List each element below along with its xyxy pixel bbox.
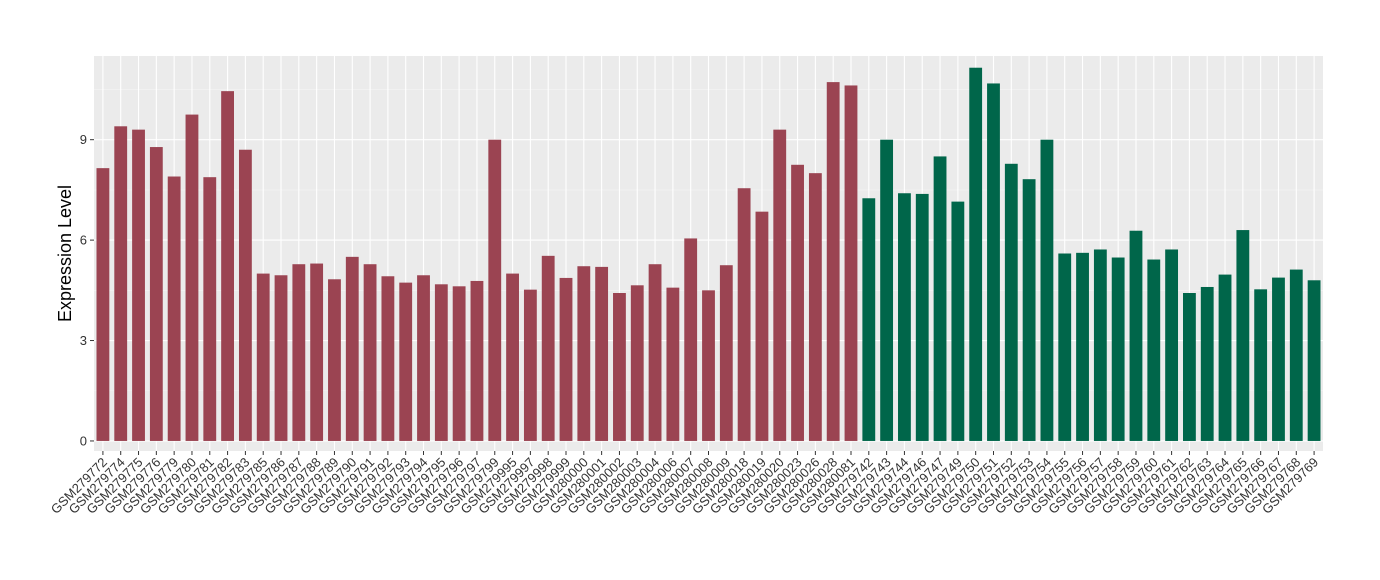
bar-GSM279753: [1022, 179, 1036, 441]
bar-GSM279756: [1076, 252, 1089, 441]
bar-GSM280001: [595, 266, 609, 441]
y-tick-label: 0: [80, 433, 87, 448]
bar-GSM279758: [1111, 257, 1125, 441]
bar-GSM279776: [149, 147, 163, 441]
bar-GSM279744: [898, 193, 911, 441]
bar-GSM279761: [1165, 249, 1179, 441]
bar-GSM279754: [1040, 139, 1054, 441]
bar-GSM279796: [452, 286, 466, 441]
bar-GSM279789: [328, 279, 341, 441]
bar-GSM279783: [238, 149, 252, 441]
bar-GSM279794: [417, 275, 430, 441]
y-axis-title: Expression Level: [55, 185, 75, 322]
bar-GSM279755: [1058, 253, 1072, 441]
bar-GSM279795: [434, 284, 448, 441]
bar-GSM280026: [808, 173, 822, 441]
bar-GSM279747: [933, 156, 947, 441]
bar-GSM279788: [310, 263, 324, 441]
y-axis: 0 3 6 9: [80, 132, 94, 448]
bar-GSM279785: [256, 273, 270, 441]
bar-GSM279757: [1093, 249, 1107, 441]
bar-GSM279791: [363, 264, 377, 441]
bar-GSM279793: [399, 282, 413, 441]
bar-GSM280003: [630, 285, 644, 441]
bar-GSM279749: [951, 201, 965, 441]
bar-GSM279752: [1004, 163, 1018, 441]
bar-GSM280023: [791, 164, 804, 441]
y-tick-label: 3: [80, 333, 87, 348]
bar-GSM279792: [381, 276, 395, 441]
bar-GSM280020: [773, 129, 787, 441]
bar-GSM279995: [506, 273, 519, 441]
bar-GSM279999: [559, 277, 573, 441]
bar-GSM279774: [114, 126, 128, 441]
bar-GSM280019: [755, 211, 769, 441]
bar-GSM279743: [880, 139, 894, 441]
bar-GSM280028: [826, 82, 840, 441]
bar-GSM280006: [666, 287, 680, 441]
bar-GSM279780: [185, 114, 199, 441]
bar-GSM279764: [1218, 274, 1232, 441]
bar-GSM279775: [132, 129, 145, 441]
bar-GSM279787: [292, 264, 306, 441]
bar-GSM279750: [969, 67, 983, 441]
bar-GSM280008: [702, 290, 715, 441]
bar-GSM280004: [648, 264, 662, 441]
bar-GSM279779: [167, 176, 181, 441]
bar-GSM280009: [719, 265, 733, 441]
bar-GSM280018: [737, 188, 751, 441]
bar-GSM280002: [613, 293, 626, 441]
bar-GSM279786: [274, 275, 288, 441]
bar-GSM279797: [470, 280, 484, 441]
bar-GSM279997: [523, 289, 537, 441]
bar-GSM279759: [1129, 230, 1143, 441]
bar-GSM279768: [1289, 269, 1303, 441]
bar-GSM279998: [541, 255, 555, 441]
bar-GSM280007: [684, 238, 698, 441]
y-tick-label: 6: [80, 233, 87, 248]
bar-GSM279767: [1272, 277, 1285, 441]
bar-GSM279782: [221, 91, 234, 441]
bar-GSM279760: [1147, 259, 1161, 441]
bar-GSM279766: [1254, 289, 1268, 441]
bar-GSM279772: [96, 168, 110, 441]
bar-GSM279790: [345, 256, 359, 441]
bar-GSM280000: [577, 266, 591, 441]
bar-GSM279746: [915, 193, 929, 441]
bar-GSM279751: [987, 83, 1000, 441]
bar-GSM279762: [1183, 293, 1196, 441]
bar-GSM279763: [1200, 286, 1214, 441]
bar-GSM280081: [844, 85, 858, 441]
bars: [96, 67, 1321, 441]
bar-GSM279781: [203, 177, 217, 441]
x-axis: GSM279772GSM279774GSM279775GSM279776GSM2…: [48, 451, 1321, 517]
y-tick-label: 9: [80, 132, 87, 147]
bar-GSM279742: [862, 198, 876, 441]
bar-GSM279799: [488, 139, 502, 441]
bar-GSM279769: [1307, 280, 1321, 441]
bar-GSM279765: [1236, 230, 1250, 441]
